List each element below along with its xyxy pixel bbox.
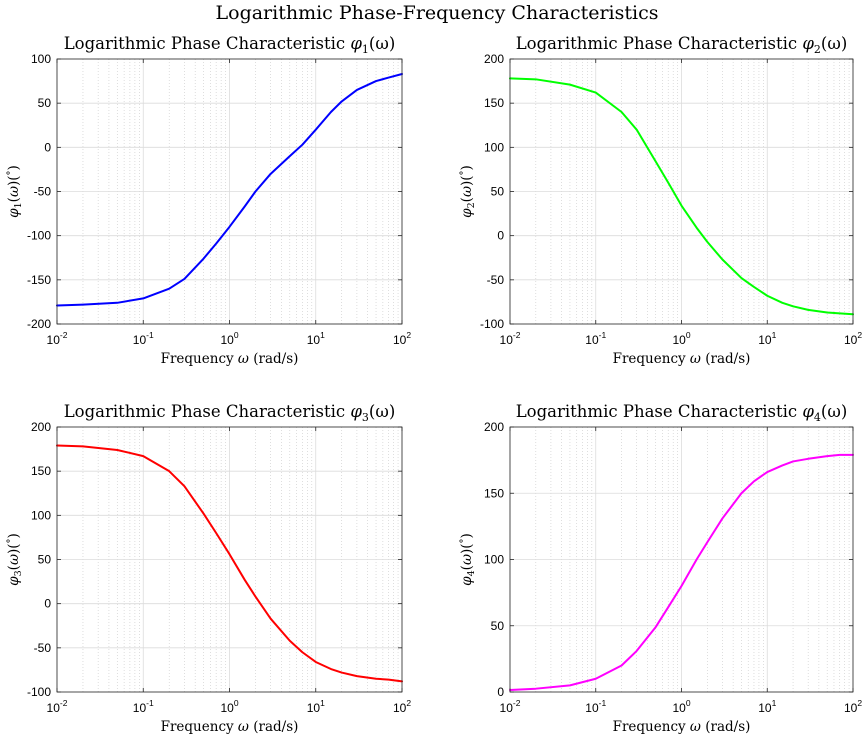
y-tick-label: 150 xyxy=(31,464,51,478)
x-tick-label: 100 xyxy=(220,330,238,347)
subplot-title: Logarithmic Phase Characteristic φ3(ω) xyxy=(64,402,396,424)
y-tick-label: 200 xyxy=(31,420,51,434)
subplot-title: Logarithmic Phase Characteristic φ4(ω) xyxy=(516,402,848,424)
y-axis-label: φ1(ω)(°) xyxy=(6,165,24,218)
series-line-1 xyxy=(56,73,403,307)
x-tick-label: 10-1 xyxy=(585,698,606,715)
figure-title: Logarithmic Phase-Frequency Characterist… xyxy=(216,2,659,24)
y-tick-label: 50 xyxy=(38,96,52,110)
y-tick-label: -100 xyxy=(27,685,51,699)
tick-marks xyxy=(509,58,854,325)
subplot-4: 0 50 100 150 200 10-2 10-1 100 101 102 Logarithmic… xyxy=(459,402,862,735)
x-tick-label: 10-1 xyxy=(133,330,154,347)
y-tick-label: 100 xyxy=(484,553,504,567)
tick-marks xyxy=(56,426,403,693)
x-tick-label: 102 xyxy=(844,330,862,347)
subplot-2: -100 -50 0 50 100 150 200 10-2 10-1 100 101 102 Loga… xyxy=(459,34,862,367)
y-tick-label: 200 xyxy=(484,52,504,66)
tick-marks xyxy=(509,426,854,693)
series-line-1 xyxy=(509,77,854,316)
y-tick-label: -50 xyxy=(34,641,52,655)
x-tick-label: 10-1 xyxy=(133,698,154,715)
x-axis-label: Frequency ω (rad/s) xyxy=(161,351,299,367)
y-tick-label: 0 xyxy=(497,229,504,243)
series-line-1 xyxy=(56,444,403,683)
y-axis-label: φ2(ω)(°) xyxy=(459,165,477,218)
series-line-1 xyxy=(509,453,854,692)
x-tick-label: 102 xyxy=(393,330,411,347)
y-tick-label: 50 xyxy=(38,553,52,567)
x-tick-label: 10-2 xyxy=(47,330,68,347)
y-tick-label: -50 xyxy=(487,273,505,287)
x-tick-label: 101 xyxy=(307,330,325,347)
y-tick-label: 100 xyxy=(484,140,504,154)
x-axis-label: Frequency ω (rad/s) xyxy=(613,351,751,367)
y-tick-label: 100 xyxy=(31,508,51,522)
x-tick-label: 100 xyxy=(672,698,690,715)
y-tick-label: 0 xyxy=(497,685,504,699)
x-tick-label: 10-2 xyxy=(500,330,521,347)
subplot-1: -200 -150 -100 -50 0 50 100 10-2 10-1 100 101 102 Lo… xyxy=(6,34,411,367)
y-tick-label: -100 xyxy=(27,229,51,243)
y-tick-label: 100 xyxy=(31,52,51,66)
y-tick-label: -100 xyxy=(480,317,504,331)
x-tick-label: 101 xyxy=(758,330,776,347)
tick-marks xyxy=(56,58,403,325)
x-tick-label: 10-2 xyxy=(500,698,521,715)
x-tick-label: 102 xyxy=(393,698,411,715)
y-axis-label: φ4(ω)(°) xyxy=(459,533,477,586)
y-tick-label: 50 xyxy=(491,185,505,199)
x-tick-label: 101 xyxy=(307,698,325,715)
x-tick-label: 100 xyxy=(672,330,690,347)
subplot-title: Logarithmic Phase Characteristic φ1(ω) xyxy=(64,34,396,56)
y-tick-label: -50 xyxy=(34,185,52,199)
y-tick-label: 200 xyxy=(484,420,504,434)
x-tick-label: 101 xyxy=(758,698,776,715)
y-tick-label: 0 xyxy=(44,597,51,611)
x-tick-label: 102 xyxy=(844,698,862,715)
x-tick-label: 10-2 xyxy=(47,698,68,715)
y-tick-label: 150 xyxy=(484,486,504,500)
y-axis-label: φ3(ω)(°) xyxy=(6,533,24,586)
y-tick-label: 0 xyxy=(44,140,51,154)
y-tick-label: -150 xyxy=(27,273,51,287)
x-axis-label: Frequency ω (rad/s) xyxy=(161,719,299,735)
y-tick-label: 150 xyxy=(484,96,504,110)
y-tick-label: -200 xyxy=(27,317,51,331)
subplot-3: -100 -50 0 50 100 150 200 10-2 10-1 100 101 102 Loga… xyxy=(6,402,411,735)
x-tick-label: 100 xyxy=(220,698,238,715)
x-axis-label: Frequency ω (rad/s) xyxy=(613,719,751,735)
x-tick-label: 10-1 xyxy=(585,330,606,347)
y-tick-label: 50 xyxy=(491,619,505,633)
subplot-title: Logarithmic Phase Characteristic φ2(ω) xyxy=(516,34,848,56)
